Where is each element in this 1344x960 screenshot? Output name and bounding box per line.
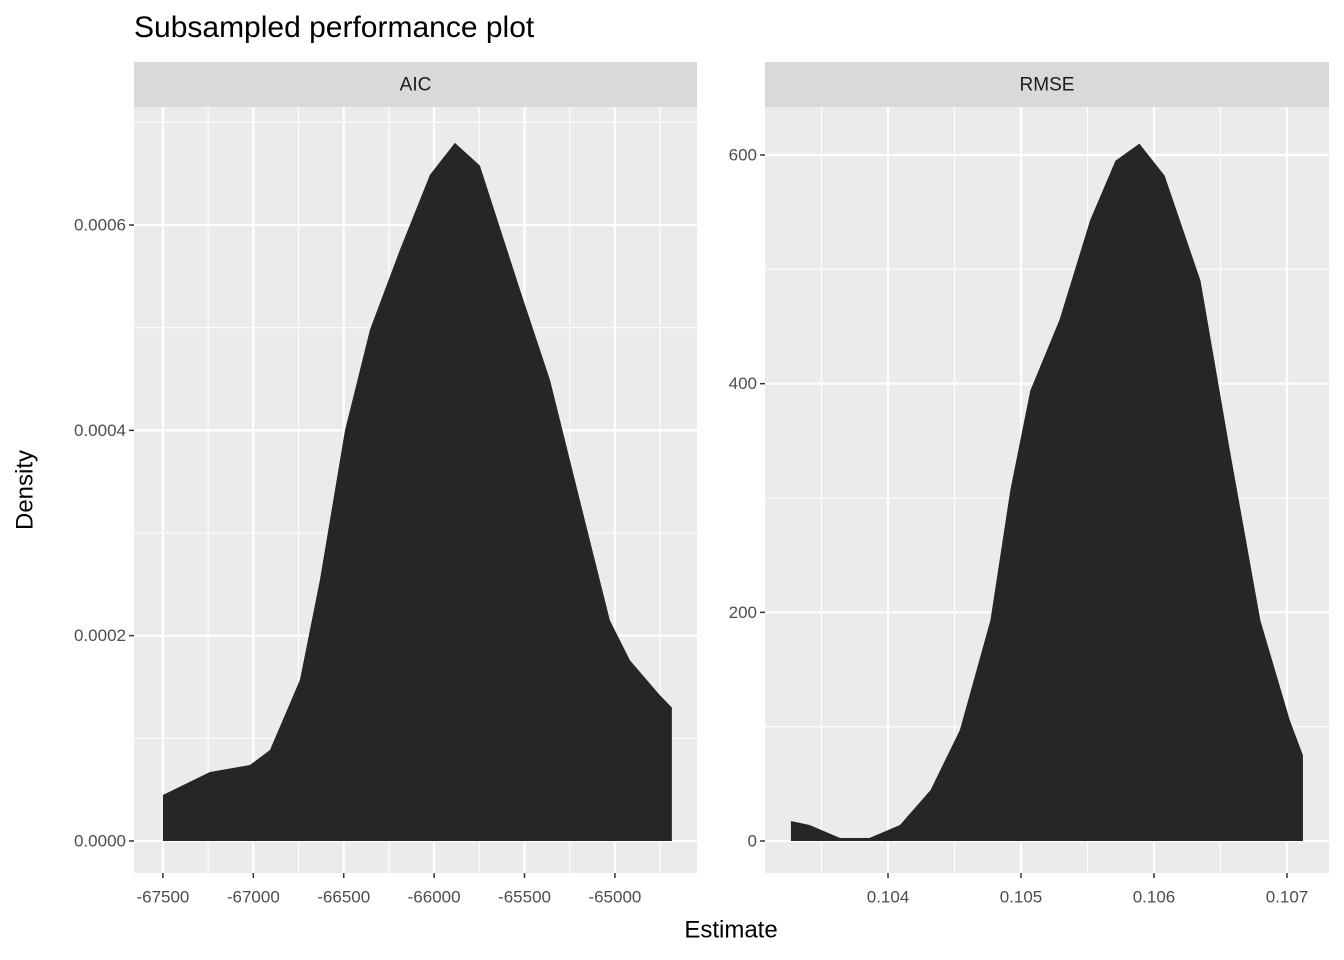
x-tick-label: 0.106	[1133, 887, 1176, 906]
x-tick-label: -67000	[227, 887, 280, 906]
density-area	[162, 142, 672, 841]
x-tick-label: -66000	[408, 887, 461, 906]
x-tick-label: -65500	[498, 887, 551, 906]
strip-label: AIC	[400, 75, 432, 96]
y-tick-label: 0.0000	[74, 831, 126, 850]
x-tick-label: -66500	[317, 887, 370, 906]
x-tick-label: 0.107	[1266, 887, 1309, 906]
density-area	[790, 143, 1303, 841]
strip-label: RMSE	[1020, 75, 1075, 96]
x-tick-label: -67500	[136, 887, 189, 906]
x-tick-label: 0.105	[1000, 887, 1043, 906]
x-tick-label: -65000	[588, 887, 641, 906]
strip-background	[765, 62, 1329, 107]
y-tick-label: 0.0006	[74, 216, 126, 235]
y-tick-label: 0	[748, 831, 757, 850]
strip-background	[134, 62, 697, 107]
x-tick-label: 0.104	[867, 887, 910, 906]
chart-title: Subsampled performance plot	[134, 11, 535, 44]
y-tick-label: 200	[729, 603, 757, 622]
y-tick-label: 0.0002	[74, 626, 126, 645]
y-axis-title: Density	[11, 450, 38, 530]
y-tick-label: 600	[729, 146, 757, 165]
x-axis-title: Estimate	[684, 916, 777, 943]
y-tick-label: 0.0004	[74, 421, 126, 440]
y-tick-label: 400	[729, 374, 757, 393]
